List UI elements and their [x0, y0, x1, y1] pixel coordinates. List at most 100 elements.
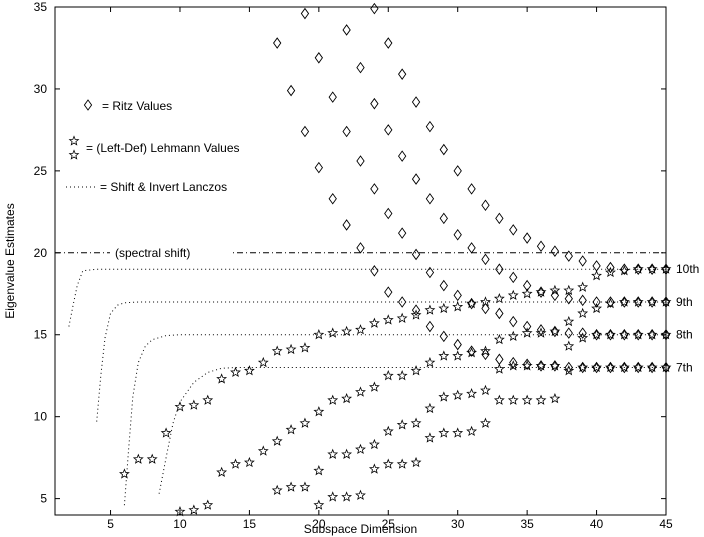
lehmann-point: [285, 424, 297, 435]
lehmann-point: [549, 360, 561, 371]
lehmann-point: [382, 370, 394, 381]
lehmann-point: [438, 391, 450, 402]
lehmann-point: [618, 361, 630, 373]
lehmann-point: [591, 361, 602, 373]
lehmann-point: [605, 361, 616, 373]
ritz-point: [467, 242, 476, 254]
x-tick-label: 20: [312, 517, 326, 531]
lehmann-point: [257, 445, 269, 456]
lehmann-point: [480, 417, 491, 428]
lehmann-point: [507, 289, 519, 301]
lehmann-point: [410, 456, 422, 468]
y-tick-label: 35: [34, 0, 48, 14]
lehmann-point: [368, 317, 380, 328]
lehmann-point: [368, 463, 380, 474]
lehmann-point: [438, 350, 450, 361]
lehmann-point: [355, 489, 366, 500]
lehmann-point: [368, 438, 380, 450]
ritz-point: [342, 219, 351, 231]
lehmann-point: [424, 402, 436, 414]
lehmann-point: [243, 365, 255, 376]
ritz-point: [342, 24, 351, 36]
lehmann-point: [410, 309, 422, 320]
ritz-point: [300, 125, 310, 138]
lehmann-point: [132, 453, 144, 464]
ritz-point: [356, 242, 365, 254]
lehmann-point: [382, 458, 394, 469]
ritz-point: [328, 192, 337, 205]
eigenvalue-index-label: 8th: [676, 328, 693, 342]
lehmann-point: [202, 394, 214, 405]
ritz-point: [592, 296, 601, 308]
ritz-point: [398, 150, 407, 162]
lehmann-point: [493, 333, 505, 345]
x-tick-label: 30: [451, 517, 465, 531]
ritz-point: [495, 263, 504, 275]
y-tick-label: 10: [34, 410, 48, 424]
ritz-point: [342, 125, 351, 138]
lehmann-point: [424, 304, 436, 315]
lehmann-point: [549, 284, 561, 296]
lehmann-point: [230, 458, 241, 469]
lehmann-point: [646, 329, 658, 340]
lehmann-point: [327, 491, 339, 502]
lehmann-point: [521, 394, 533, 405]
lehmann-point: [271, 345, 283, 356]
ritz-point: [411, 96, 421, 108]
lehmann-point: [341, 491, 353, 502]
x-axis-label: Subspace Dimension: [304, 522, 417, 536]
lehmann-point: [327, 394, 339, 405]
x-tick-label: 45: [659, 517, 673, 531]
lanczos-curve: [96, 301, 666, 422]
lehmann-point: [480, 384, 491, 396]
ritz-point: [522, 320, 532, 333]
x-tick-label: 15: [243, 517, 257, 531]
ritz-point: [564, 250, 573, 262]
lehmann-point: [563, 284, 575, 296]
lehmann-point: [424, 356, 436, 368]
ritz-point: [384, 286, 393, 298]
ritz-point: [578, 327, 587, 339]
ritz-point: [550, 245, 560, 257]
lehmann-point: [632, 296, 644, 307]
ritz-point: [300, 7, 310, 20]
lehmann-point: [493, 292, 505, 304]
ritz-point: [370, 97, 379, 110]
lehmann-point: [271, 435, 283, 446]
lehmann-point: [563, 340, 575, 351]
lehmann-point: [285, 343, 297, 355]
lehmann-point: [382, 425, 394, 437]
ritz-point: [509, 224, 518, 236]
lehmann-point: [618, 296, 630, 307]
ritz-point: [356, 61, 365, 74]
y-tick-label: 5: [40, 492, 47, 506]
ritz-point: [481, 199, 490, 212]
lehmann-point: [618, 329, 630, 340]
lehmann-point: [646, 361, 658, 373]
lehmann-point: [632, 361, 644, 373]
lehmann-point: [577, 307, 589, 319]
ritz-point: [356, 155, 365, 167]
ritz-point: [286, 84, 296, 97]
ritz-point: [314, 52, 323, 64]
ritz-point: [314, 161, 323, 174]
lehmann-point: [230, 366, 241, 378]
lehmann-point: [396, 419, 408, 430]
ritz-point: [509, 315, 518, 328]
lehmann-point: [646, 263, 658, 274]
lehmann-point: [535, 286, 547, 297]
lehmann-point: [618, 265, 630, 276]
lehmann-point: [382, 314, 394, 325]
lehmann-point: [119, 468, 130, 479]
ritz-point: [411, 248, 421, 261]
ritz-point: [384, 207, 393, 220]
ritz-point: [370, 265, 379, 277]
ritz-point: [620, 263, 629, 275]
ritz-point: [411, 304, 421, 316]
lehmann-point: [327, 327, 339, 338]
legend: = Ritz Values = (Left-Def) Lehmann Value…: [66, 99, 240, 194]
lehmann-point: [341, 392, 353, 404]
ritz-point: [439, 279, 448, 292]
lehmann-point: [605, 266, 616, 278]
